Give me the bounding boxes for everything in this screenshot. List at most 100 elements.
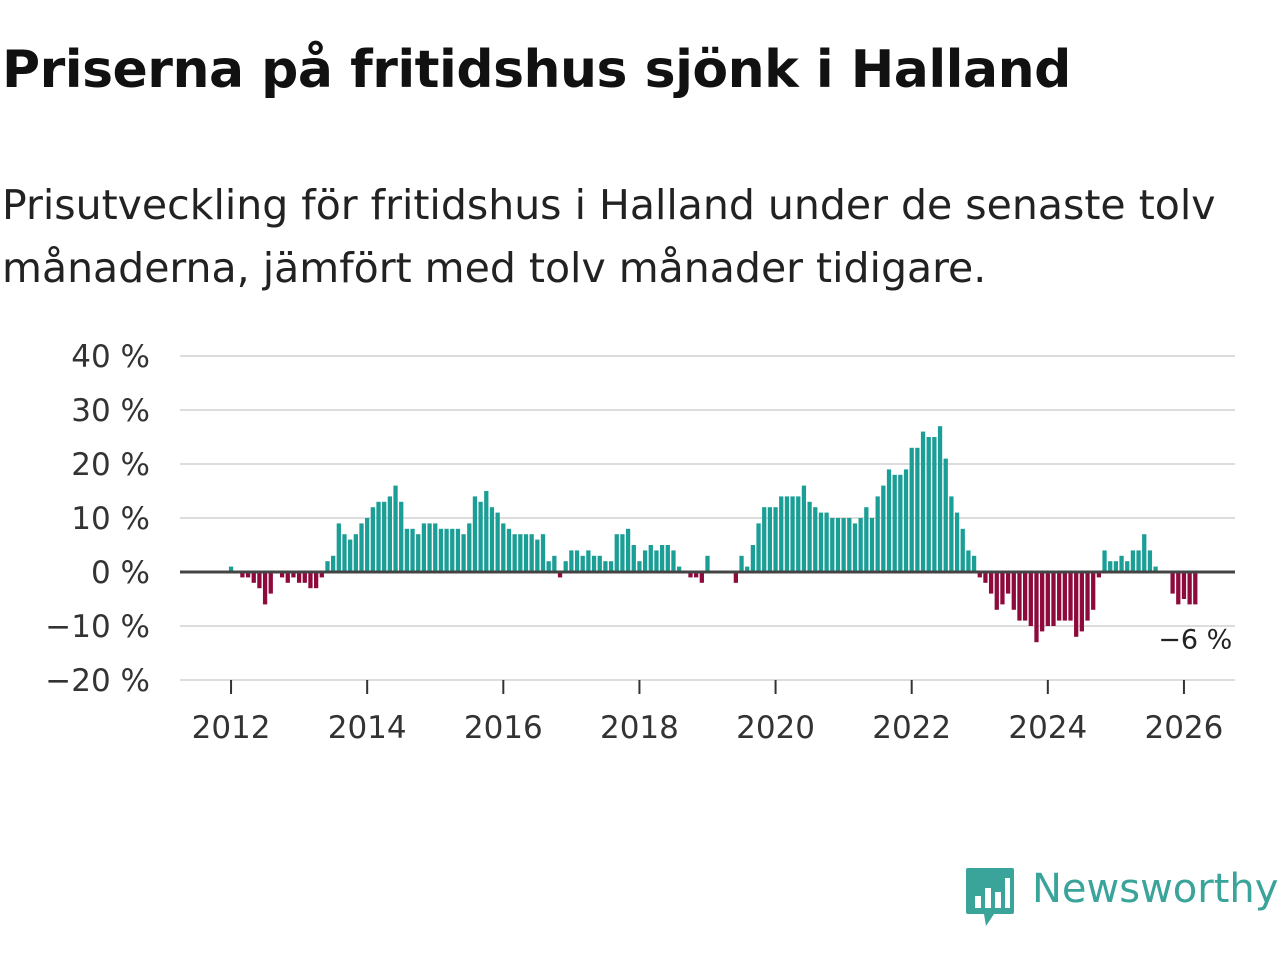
bar [262, 572, 268, 605]
bar [671, 550, 676, 572]
bar [455, 528, 461, 572]
bar [251, 572, 256, 583]
y-tick-label: 0 % [91, 555, 150, 591]
bar [688, 572, 693, 578]
bars [228, 426, 1198, 643]
bar [382, 501, 387, 572]
x-tick-label: 2026 [1144, 710, 1223, 746]
bar [920, 431, 926, 572]
axes [180, 570, 1235, 694]
page-title: Priserna på fritidshus sjönk i Halland [2, 40, 1071, 100]
bar [767, 507, 773, 572]
bar [336, 523, 341, 572]
y-tick-label: −20 % [45, 663, 150, 699]
bar [529, 534, 534, 572]
x-tick-label: 2020 [736, 710, 815, 746]
bar [983, 572, 988, 583]
x-tick-label: 2016 [464, 710, 543, 746]
bar [308, 572, 313, 589]
bar [1068, 572, 1073, 621]
bar [954, 512, 960, 572]
bar [1193, 572, 1198, 605]
bar [240, 572, 245, 578]
bar [852, 523, 858, 572]
newsworthy-wordmark: Newsworthy [1032, 866, 1279, 912]
bar [909, 447, 914, 572]
bar [694, 572, 699, 578]
bar [858, 518, 863, 572]
bar [1113, 561, 1119, 572]
bar [665, 545, 670, 572]
bar [489, 507, 495, 572]
bar [620, 534, 625, 572]
bar [988, 572, 994, 594]
bar [654, 550, 659, 572]
bar [994, 572, 999, 610]
bar [580, 555, 585, 572]
bar [796, 496, 801, 572]
bar [1034, 572, 1039, 643]
annotation-label: −6 % [1158, 624, 1232, 655]
bar [472, 496, 478, 572]
bar [886, 469, 892, 572]
bar [614, 534, 619, 572]
bar [642, 550, 648, 572]
bar [699, 572, 704, 583]
bar [342, 534, 347, 572]
bar [1028, 572, 1033, 626]
x-tick-label: 2018 [600, 710, 679, 746]
bar [404, 528, 410, 572]
bar [807, 501, 812, 572]
bar [892, 474, 897, 572]
bar [285, 572, 290, 583]
bar [1005, 572, 1011, 594]
bar [1074, 572, 1079, 637]
bar [608, 561, 614, 572]
y-tick-label: 40 % [71, 339, 150, 375]
bar [625, 528, 631, 572]
bar [467, 523, 472, 572]
bar [302, 572, 307, 583]
bar [631, 545, 636, 572]
tick-labels: 40 % 30 % 20 % 10 % 0 % −10 % −20 % 2012 2014 201… [45, 339, 1232, 746]
bar [325, 561, 330, 572]
bar [319, 572, 324, 578]
bar [937, 426, 943, 572]
bar [586, 550, 591, 572]
bar [421, 523, 427, 572]
bar [557, 572, 563, 578]
x-tick-label: 2022 [872, 710, 951, 746]
bar [313, 572, 319, 589]
bar [399, 501, 404, 572]
subtitle: Prisutveckling för fritidshus i Halland … [2, 181, 1216, 292]
bar [591, 555, 597, 572]
bar [359, 523, 364, 572]
bar [932, 437, 937, 572]
bar [847, 518, 852, 572]
bar [353, 534, 358, 572]
bar [228, 566, 234, 572]
bar [495, 512, 500, 572]
bar [1176, 572, 1181, 605]
bar [484, 491, 489, 572]
bar [966, 550, 971, 572]
bar [540, 534, 546, 572]
x-tick-label: 2014 [328, 710, 407, 746]
bar [597, 555, 602, 572]
bar [1136, 550, 1141, 572]
bar [245, 572, 251, 578]
bar [348, 539, 353, 572]
bar [1153, 566, 1158, 572]
bar [370, 507, 375, 572]
bar [915, 447, 920, 572]
x-tick-label: 2012 [192, 710, 271, 746]
bar [603, 561, 608, 572]
bar [1017, 572, 1022, 621]
y-tick-label: 20 % [71, 447, 150, 483]
bar [1091, 572, 1096, 610]
newsworthy-logo-icon [966, 868, 1014, 926]
bar [331, 555, 336, 572]
y-tick-label: 30 % [71, 393, 150, 429]
bar [1057, 572, 1062, 621]
